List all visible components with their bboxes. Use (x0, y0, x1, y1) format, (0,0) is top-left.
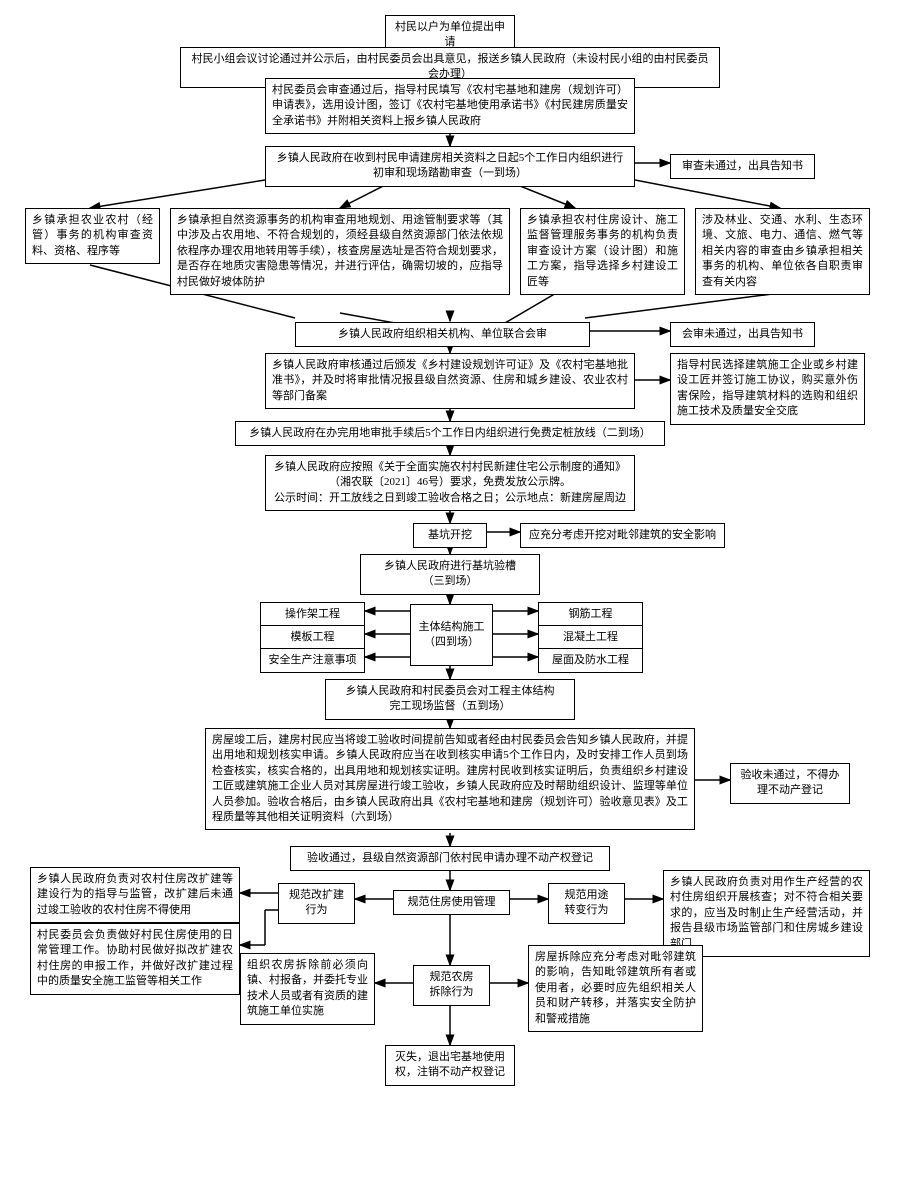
node-n15: 验收通过，县级自然资源部门依村民申请办理不动产权登记 (290, 846, 610, 871)
node-n4r: 审查未通过，出具告知书 (670, 154, 815, 179)
node-n12f: 屋面及防水工程 (538, 648, 643, 673)
node-n9: 乡镇人民政府应按照《关于全面实施农村村民新建住宅公示制度的通知》（湘农联〔202… (265, 455, 635, 511)
node-n18: 灭失，退出宅基地使用权，注销不动产权登记 (385, 1045, 515, 1086)
node-n4: 乡镇人民政府在收到村民申请建房相关资料之日起5个工作日内组织进行初审和现场踏勘审… (265, 146, 635, 187)
node-n5a: 乡镇承担农业农村（经管）事务的机构审查资料、资格、程序等 (25, 208, 160, 264)
node-n5c: 乡镇承担农村住房设计、施工监督管理服务事务的机构负责审查设计方案（设计图）和施工… (520, 208, 685, 295)
node-n11: 乡镇人民政府进行基坑验槽 （三到场） (360, 554, 540, 595)
node-n7r: 指导村民选择建筑施工企业或乡村建设工匠并签订施工协议，购买意外伤害保险，指导建筑… (670, 353, 865, 425)
node-n10: 基坑开挖 (413, 523, 487, 548)
node-n12b: 模板工程 (260, 625, 365, 650)
node-n16ll1: 乡镇人民政府负责对农村住房改扩建等建设行为的指导与监管，改扩建后未通过竣工验收的… (30, 867, 240, 923)
node-n17: 规范农房 拆除行为 (413, 965, 490, 1006)
node-n16rr: 乡镇人民政府负责对用作生产经营的农村住房组织开展核查；对不符合相关要求的，应当及… (663, 870, 870, 957)
node-n14r: 验收未通过，不得办理不动产登记 (730, 763, 850, 804)
node-n10r: 应充分考虑开挖对毗邻建筑的安全影响 (520, 523, 725, 548)
node-n12d: 钢筋工程 (538, 602, 643, 627)
node-n16r: 规范用途 转变行为 (548, 883, 625, 924)
node-n17r: 房屋拆除应充分考虑对毗邻建筑的影响，告知毗邻建筑所有者或使用者，必要时应先组织相… (528, 945, 703, 1032)
node-n6: 乡镇人民政府组织相关机构、单位联合会审 (295, 322, 590, 347)
node-n12: 主体结构施工 （四到场） (410, 604, 493, 666)
node-n3: 村民委员会审查通过后，指导村民填写《农村宅基地和建房（规划许可）申请表》，选用设… (265, 78, 635, 134)
node-n5d: 涉及林业、交通、水利、生态环境、文旅、电力、通信、燃气等相关内容的审查由乡镇承担… (695, 208, 870, 295)
node-n5b: 乡镇承担自然资源事务的机构审查用地规划、用途管制要求等（其中涉及占农用地、不符合… (170, 208, 510, 295)
node-n8: 乡镇人民政府在办完用地审批手续后5个工作日内组织进行免费定桩放线（二到场） (235, 421, 665, 446)
node-n16ll2: 村民委员会负责做好村民住房使用的日常管理工作。协助村民做好拟改扩建农村住房的申报… (30, 923, 240, 995)
node-n13: 乡镇人民政府和村民委员会对工程主体结构 完工现场监督（五到场） (325, 679, 575, 720)
flowchart-canvas: 村民以户为单位提出申请 村民小组会议讨论通过并公示后，由村民委员会出具意见，报送… (15, 15, 885, 1178)
node-n14: 房屋竣工后，建房村民应当将竣工验收时间提前告知或者经由村民委员会告知乡镇人民政府… (205, 728, 695, 830)
node-n12a: 操作架工程 (260, 602, 365, 627)
node-n12e: 混凝土工程 (538, 625, 643, 650)
node-n7: 乡镇人民政府审核通过后颁发《乡村建设规划许可证》及《农村宅基地批准书》，并及时将… (265, 353, 635, 409)
node-n12c: 安全生产注意事项 (260, 648, 365, 673)
node-n16l: 规范改扩建 行为 (278, 883, 355, 924)
node-n16: 规范住房使用管理 (393, 890, 510, 915)
node-n17l: 组织农房拆除前必须向镇、村报备，并委托专业技术人员或者有资质的建筑施工单位实施 (240, 953, 375, 1025)
node-n6r: 会审未通过，出具告知书 (670, 322, 815, 347)
